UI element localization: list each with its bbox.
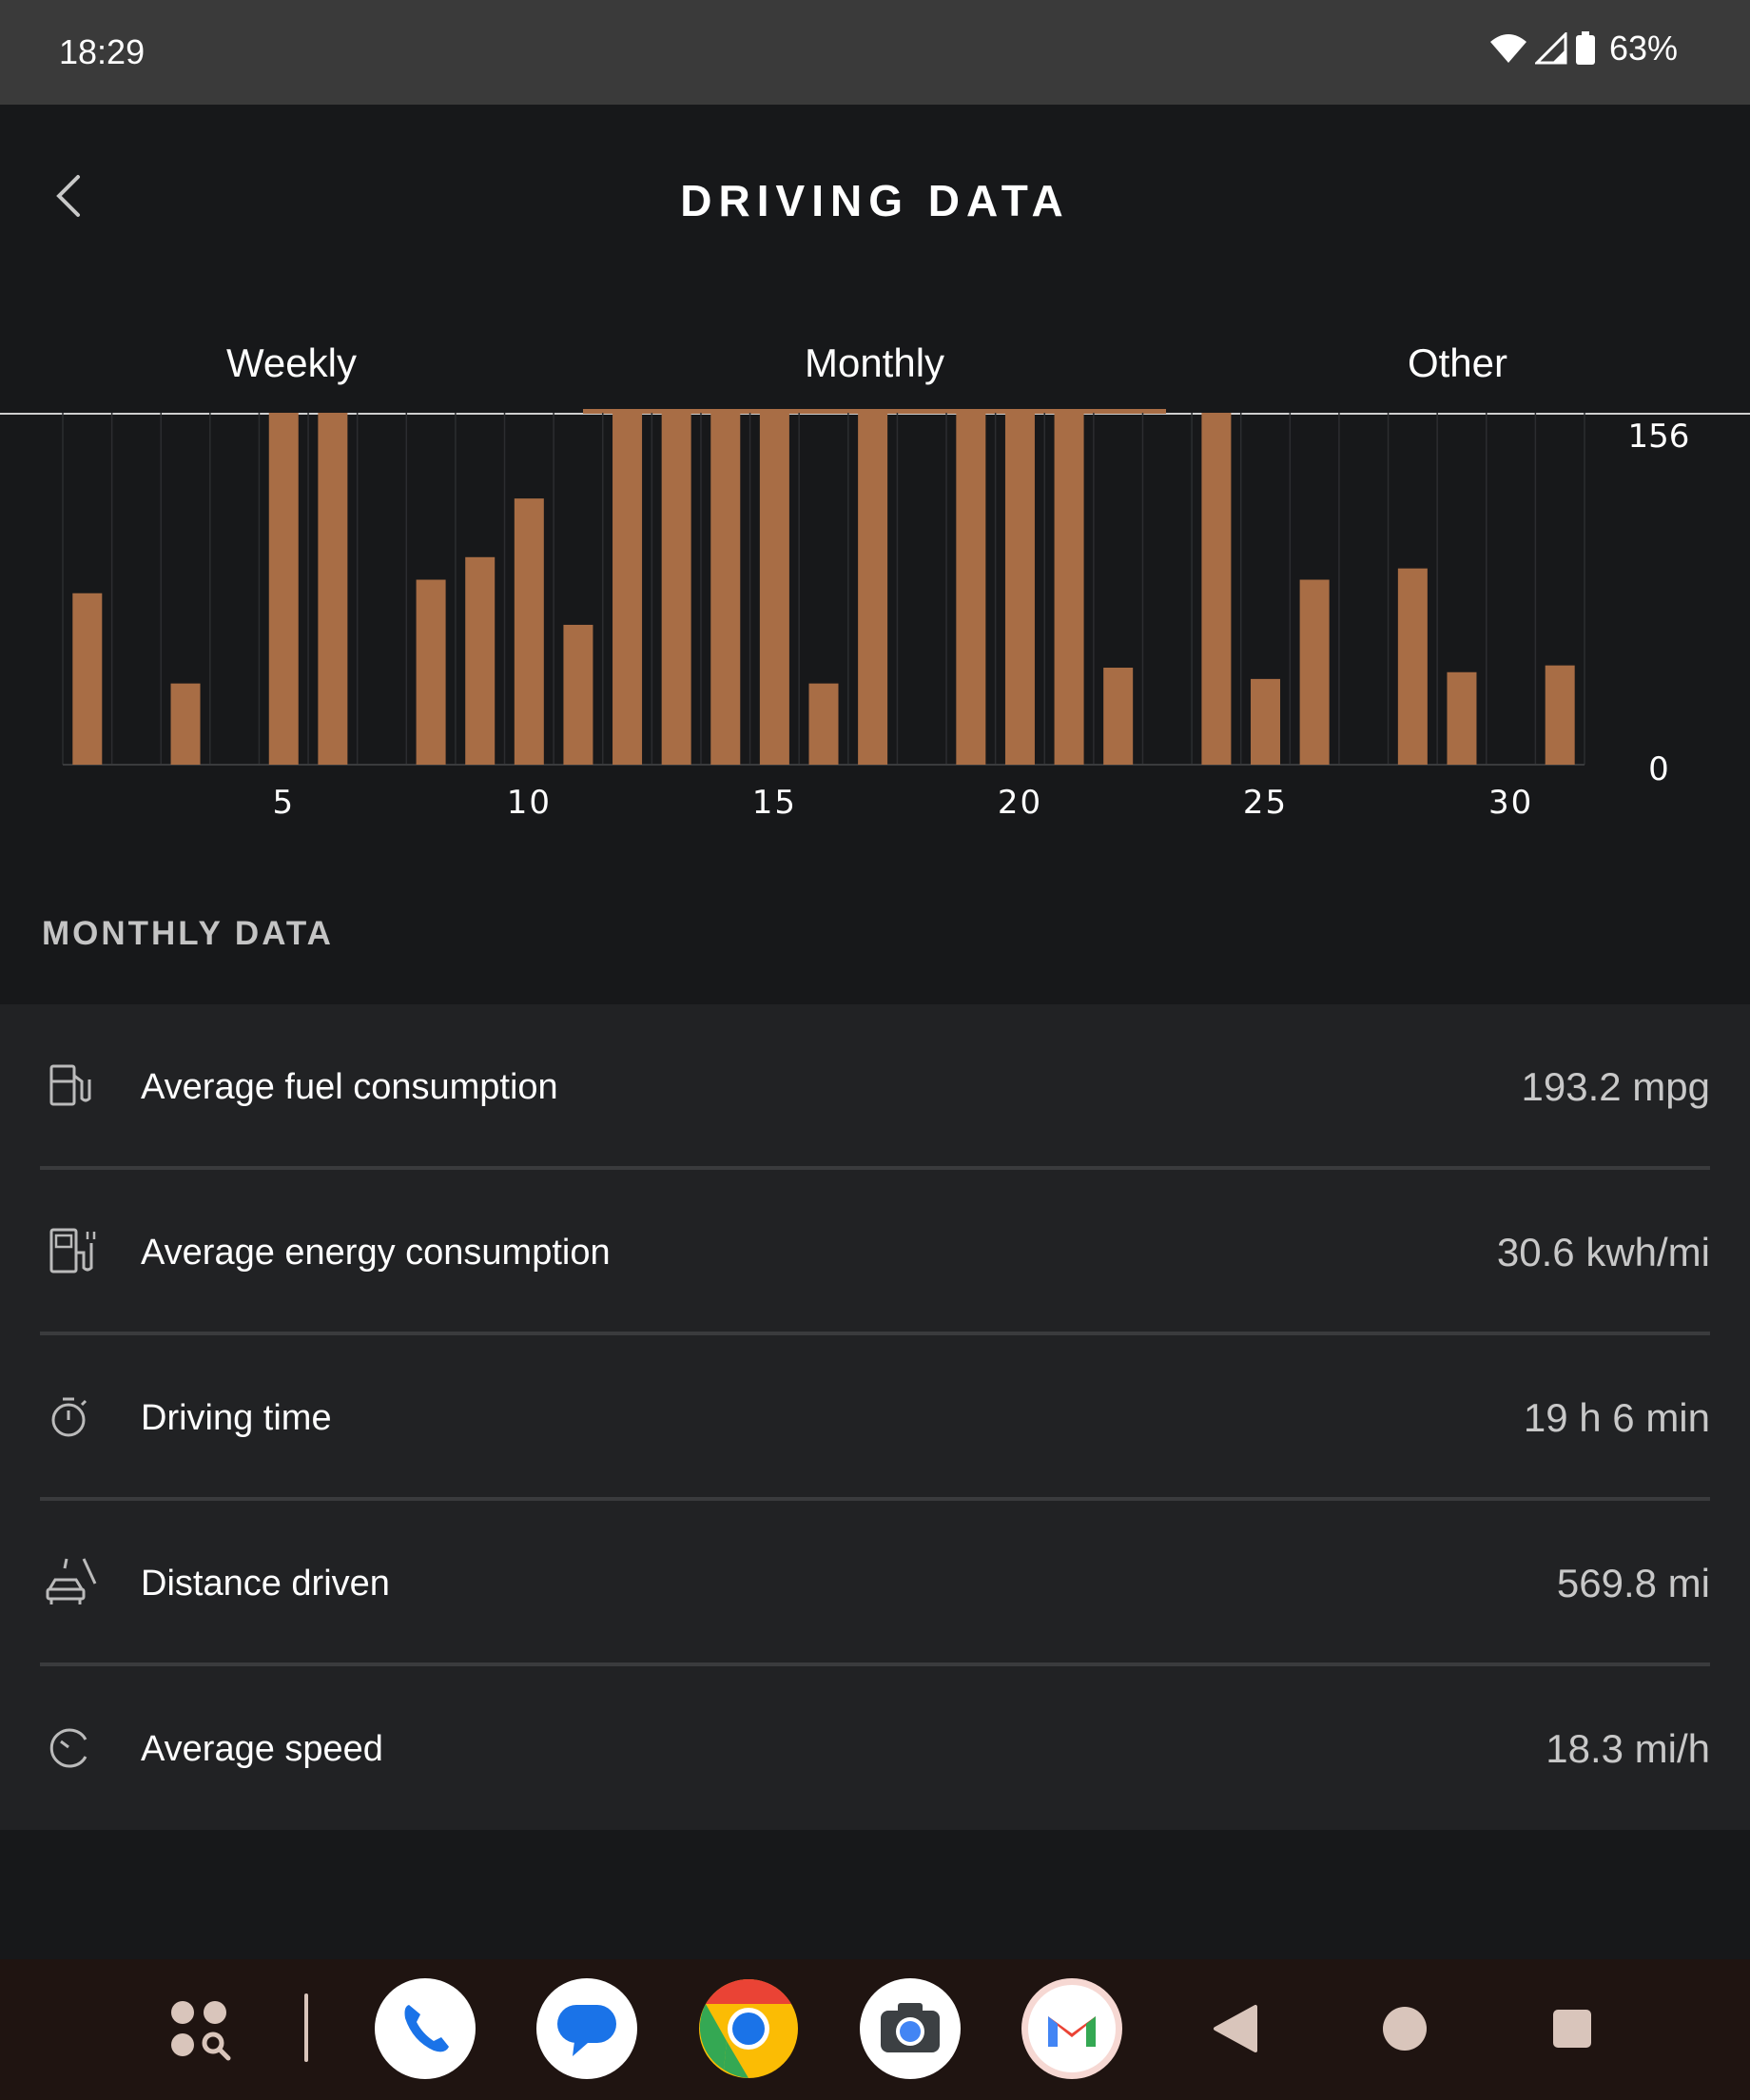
chart-x-tick-label: 25 (1243, 784, 1288, 822)
chart-bar-day-9[interactable] (465, 556, 496, 765)
row-label: Average fuel consumption (141, 1067, 558, 1107)
nav-home-icon (1383, 2007, 1427, 2051)
row-driving-time[interactable]: Driving time 19 h 6 min (0, 1335, 1750, 1501)
chart-x-tick-label: 30 (1488, 784, 1533, 822)
stopwatch-icon (51, 1397, 88, 1437)
wifi-icon (1489, 34, 1526, 63)
back-button[interactable] (44, 169, 97, 223)
nav-recents-icon (1553, 2010, 1591, 2048)
chart-bar-day-8[interactable] (416, 579, 446, 765)
nav-back-button[interactable] (1187, 1978, 1288, 2079)
apps-search-icon (171, 2001, 231, 2061)
divider (40, 1166, 1710, 1170)
chart-bar-day-17[interactable] (858, 413, 888, 765)
chart-bar-day-3[interactable] (170, 683, 201, 765)
chart-bar-day-14[interactable] (710, 413, 741, 765)
chart-bar-day-10[interactable] (514, 498, 544, 765)
camera-icon (881, 2003, 940, 2052)
battery-percent: 63% (1608, 29, 1678, 68)
chart-bar-day-25[interactable] (1251, 678, 1281, 765)
page-title: DRIVING DATA (680, 176, 1070, 225)
messages-icon (557, 2005, 616, 2056)
row-average-fuel-consumption[interactable]: Average fuel consumption 193.2 mpg (0, 1004, 1750, 1170)
status-icons: 63% (1489, 29, 1678, 68)
row-average-speed[interactable]: Average speed 18.3 mi/h (0, 1666, 1750, 1832)
phone-app[interactable] (375, 1978, 476, 2079)
fuel-pump-icon (49, 1064, 91, 1106)
chart-x-tick-label: 5 (272, 784, 295, 822)
chart-bar-day-1[interactable] (72, 593, 103, 765)
row-label: Average speed (141, 1729, 383, 1769)
gmail-icon (1028, 1985, 1116, 2072)
chevron-left-icon (56, 175, 80, 217)
row-value: 30.6 kwh/mi (1496, 1230, 1710, 1274)
tab-weekly[interactable]: Weekly (226, 340, 357, 385)
chart-x-tick-label: 15 (752, 784, 797, 822)
chart-bar-day-16[interactable] (808, 683, 839, 765)
dock-separator (304, 1993, 308, 2062)
row-distance-driven[interactable]: Distance driven 569.8 mi (0, 1501, 1750, 1666)
cell-signal-icon (1534, 32, 1567, 65)
tab-selected-indicator (583, 409, 1166, 414)
chart-bar-day-22[interactable] (1103, 668, 1134, 765)
row-value: 19 h 6 min (1523, 1395, 1710, 1440)
chart-bar-day-15[interactable] (759, 413, 789, 765)
chart-y-tick-label: 156 (1628, 418, 1690, 456)
chart-bar-day-21[interactable] (1054, 413, 1084, 765)
status-time: 18:29 (59, 32, 146, 71)
chart-bar-day-11[interactable] (563, 624, 593, 765)
nav-back-icon (1214, 2005, 1257, 2052)
chart-bar-day-19[interactable] (956, 413, 986, 765)
chart-bar-day-5[interactable] (268, 413, 299, 765)
app-bar: DRIVING DATA (0, 105, 1750, 295)
row-label: Driving time (141, 1398, 332, 1438)
period-tabs: Weekly Monthly Other (0, 314, 1750, 415)
apps-search-button[interactable] (152, 1978, 253, 2079)
chart-bar-day-12[interactable] (612, 413, 643, 765)
chart-y-tick-label: 0 (1648, 750, 1669, 788)
divider (40, 1332, 1710, 1335)
nav-home-button[interactable] (1354, 1978, 1455, 2079)
battery-icon (1575, 31, 1595, 65)
chart-bar-day-6[interactable] (318, 413, 348, 765)
chart-bar-day-13[interactable] (661, 413, 691, 765)
tab-monthly[interactable]: Monthly (804, 340, 945, 385)
tab-other[interactable]: Other (1407, 340, 1508, 385)
chart-bar-day-24[interactable] (1201, 413, 1232, 765)
row-value: 569.8 mi (1556, 1561, 1710, 1605)
chart-bar-day-31[interactable] (1545, 665, 1575, 765)
row-label: Distance driven (141, 1564, 390, 1604)
camera-app[interactable] (860, 1978, 961, 2079)
chrome-app[interactable] (698, 1978, 799, 2079)
speedometer-icon (49, 1728, 88, 1768)
messages-app[interactable] (536, 1978, 637, 2079)
chart-bar-day-28[interactable] (1397, 568, 1428, 765)
divider (40, 1662, 1710, 1666)
taskbar (0, 1959, 1750, 2100)
row-label: Average energy consumption (141, 1233, 611, 1273)
ev-charger-icon (49, 1228, 96, 1274)
status-bar: 18:29 63% (0, 0, 1750, 105)
row-value: 18.3 mi/h (1546, 1726, 1710, 1771)
monthly-data-panel: Average fuel consumption 193.2 mpg Avera… (0, 1004, 1750, 1830)
phone-icon (404, 2005, 449, 2052)
chrome-icon (699, 1979, 798, 2078)
chart-bar-day-20[interactable] (1004, 413, 1035, 765)
row-value: 193.2 mpg (1521, 1064, 1710, 1109)
car-road-icon (46, 1558, 97, 1604)
chart-bar-day-29[interactable] (1447, 671, 1477, 765)
chart-bar-day-26[interactable] (1299, 579, 1330, 765)
row-average-energy-consumption[interactable]: Average energy consumption 30.6 kwh/mi (0, 1170, 1750, 1335)
chart-x-tick-label: 10 (507, 784, 552, 822)
section-title: MONTHLY DATA (42, 915, 334, 952)
nav-recents-button[interactable] (1522, 1978, 1623, 2079)
gmail-app[interactable] (1021, 1978, 1122, 2079)
monthly-driving-chart: 5 10 15 20 25 30 156 0 (62, 413, 1690, 822)
divider (40, 1497, 1710, 1501)
chart-x-tick-label: 20 (998, 784, 1042, 822)
